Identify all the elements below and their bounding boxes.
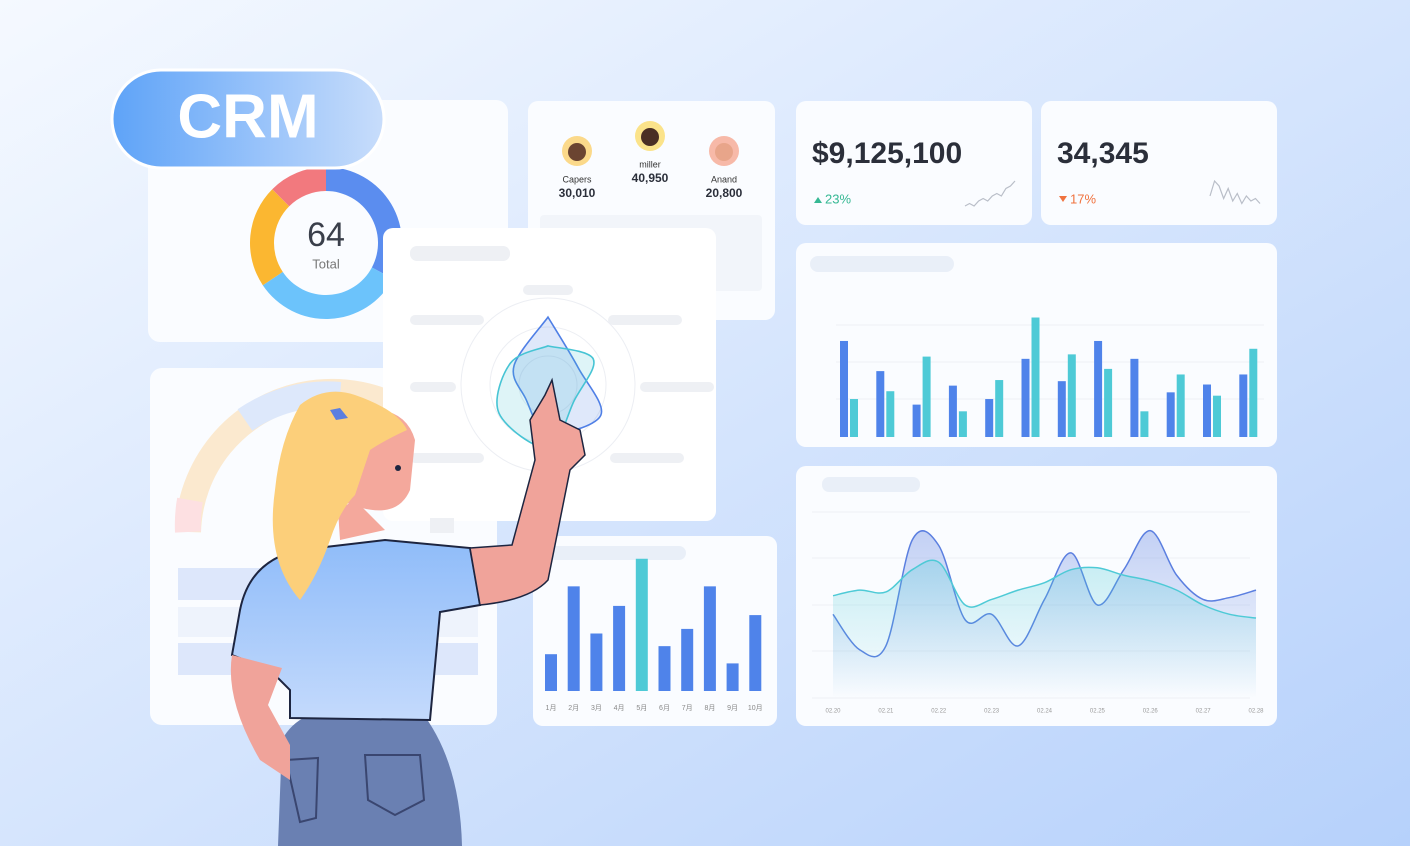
bar [681, 628, 694, 691]
area [833, 560, 1256, 698]
bar [1104, 368, 1113, 437]
x-tick-label: 2月 [568, 704, 579, 712]
bar [545, 654, 557, 691]
x-tick-label: 02.27 [1196, 709, 1212, 715]
x-tick-label: 02.24 [1037, 709, 1053, 715]
bar [1031, 317, 1040, 437]
bar [1021, 358, 1030, 437]
leader-value: 40,950 [632, 171, 669, 185]
bar [613, 605, 626, 691]
bar [1249, 348, 1258, 437]
kpi-arrow [814, 197, 822, 203]
donut-segment [272, 167, 326, 207]
donut-label: Total [312, 256, 340, 271]
bar [948, 385, 957, 437]
bar [922, 356, 931, 437]
x-tick-label: 02.28 [1248, 709, 1264, 715]
bar [840, 340, 848, 437]
bar [876, 371, 885, 437]
donut-segment [326, 167, 402, 279]
kpi-change: 23% [825, 191, 851, 206]
x-tick-label: 3月 [591, 704, 602, 712]
bar [1057, 381, 1066, 437]
x-tick-label: 1月 [546, 704, 557, 712]
bar [1213, 395, 1221, 437]
sparkline [964, 180, 1016, 207]
bar [1239, 374, 1248, 437]
x-tick-label: 02.23 [984, 709, 1000, 715]
bar [995, 380, 1004, 437]
x-tick-label: 10月 [748, 704, 763, 712]
bar [850, 399, 858, 437]
avatar-face [715, 143, 733, 161]
leader-name: miller [639, 159, 661, 169]
bar [635, 558, 648, 691]
badge [110, 68, 386, 170]
donut-segment [262, 267, 394, 319]
x-tick-label: 5月 [636, 704, 647, 712]
kpi-value: $9,125,100 [812, 137, 962, 170]
avatar-face [641, 128, 659, 146]
bar [985, 399, 994, 437]
bar [1067, 354, 1076, 437]
kpi-value: 34,345 [1057, 137, 1149, 170]
bar [567, 586, 580, 691]
bar [1140, 411, 1149, 437]
bar [1130, 358, 1139, 437]
bar [1166, 392, 1175, 437]
bar [726, 663, 739, 691]
line [832, 559, 1257, 619]
bar [1094, 340, 1103, 437]
bar [886, 391, 895, 437]
bar [958, 411, 967, 437]
x-tick-label: 02.25 [1090, 709, 1106, 715]
x-tick-label: 7月 [682, 704, 693, 712]
x-tick-label: 8月 [704, 704, 715, 712]
bar [1203, 384, 1211, 437]
leader-name: Anand [711, 174, 737, 184]
badge-text: CRM [177, 82, 318, 151]
x-tick-label: 9月 [727, 704, 738, 712]
donut-segment [250, 189, 290, 286]
leader-name: Capers [562, 174, 592, 184]
x-tick-label: 02.26 [1143, 709, 1159, 715]
donut-center: 64 [307, 216, 345, 254]
bar [912, 404, 921, 437]
bar [1176, 374, 1185, 437]
radar-panel [383, 228, 716, 533]
x-tick-label: 4月 [614, 704, 625, 712]
bar [703, 586, 716, 691]
x-tick-label: 02.21 [878, 709, 894, 715]
x-tick-label: 02.22 [931, 709, 947, 715]
x-tick-label: 02.20 [825, 709, 841, 715]
avatar-face [568, 143, 586, 161]
sparkline [1209, 179, 1261, 205]
bar [658, 646, 671, 691]
leader-value: 20,800 [706, 186, 743, 200]
kpi-arrow [1059, 196, 1067, 202]
kpi-change: 17% [1070, 191, 1096, 206]
bar [590, 633, 603, 691]
bar [749, 615, 762, 691]
person [230, 377, 586, 846]
x-tick-label: 6月 [659, 704, 670, 712]
leader-value: 30,010 [559, 186, 596, 200]
